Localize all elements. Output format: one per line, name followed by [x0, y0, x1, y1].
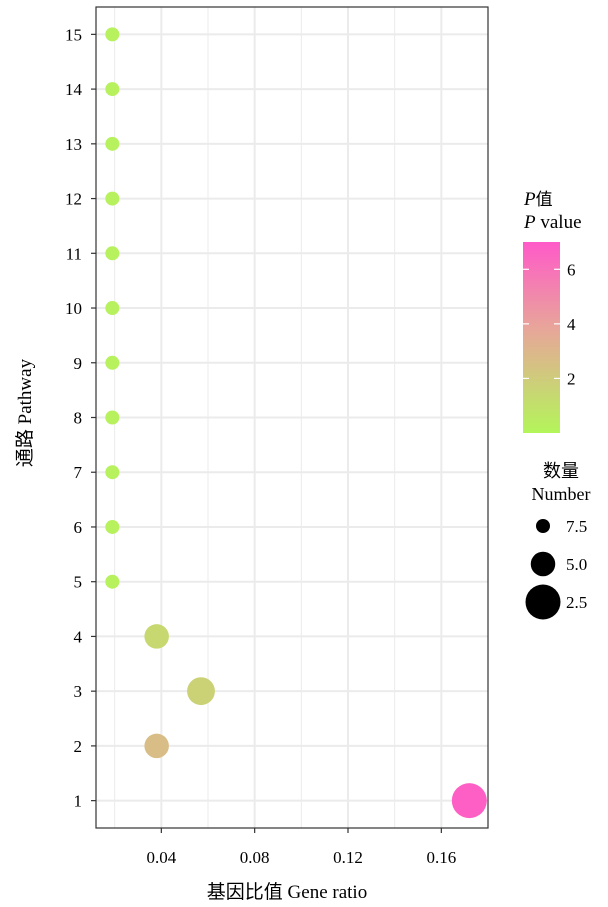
- data-point-pathway-12: [105, 191, 120, 206]
- size-legend-circle: [525, 584, 561, 620]
- data-point-pathway-5: [105, 574, 120, 589]
- y-tick-label: 12: [65, 190, 82, 209]
- data-point-pathway-7: [105, 465, 120, 480]
- y-tick-label: 1: [74, 792, 83, 811]
- color-legend-title-italic-2: P: [523, 212, 536, 233]
- size-legend-title-line2: Number: [532, 484, 591, 504]
- color-bar-tick-label: 4: [567, 315, 576, 334]
- y-tick-label: 8: [74, 409, 83, 428]
- color-legend-title-italic-1: P: [523, 189, 536, 210]
- color-legend-title-rest-1: 值: [536, 190, 553, 210]
- y-tick-label: 2: [74, 737, 83, 756]
- y-tick-label: 14: [65, 80, 83, 99]
- color-bar-tick-label: 2: [567, 369, 576, 388]
- size-legend-label: 7.5: [566, 517, 587, 536]
- data-point-pathway-6: [105, 519, 120, 534]
- color-legend-title-rest-2: value: [536, 212, 582, 233]
- y-tick-label: 13: [65, 135, 82, 154]
- y-tick-label: 6: [74, 518, 83, 537]
- size-legend-label: 5.0: [566, 555, 587, 574]
- size-legend-circle: [536, 519, 550, 533]
- y-tick-label: 15: [65, 25, 82, 44]
- color-legend: P值 P value 2 4 6: [523, 189, 582, 433]
- data-point-pathway-13: [105, 136, 120, 151]
- x-axis-ticks: 0.04 0.08 0.12 0.16: [146, 828, 456, 867]
- color-bar: [523, 242, 560, 433]
- color-bar-tick-label: 6: [567, 260, 576, 279]
- size-legend-entries: 7.5 5.0 2.5: [525, 517, 587, 620]
- y-tick-label: 3: [74, 682, 83, 701]
- color-bar-ticks: 2 4 6: [523, 260, 576, 388]
- data-point-pathway-2: [144, 733, 169, 759]
- data-point-pathway-11: [105, 246, 120, 261]
- y-axis-title: 通路 Pathway: [14, 358, 36, 467]
- data-points: [105, 27, 487, 819]
- x-tick-label: 0.04: [146, 848, 176, 867]
- size-legend: 数量 Number 7.5 5.0 2.5: [525, 461, 591, 620]
- y-tick-label: 7: [74, 463, 83, 482]
- y-tick-label: 10: [65, 299, 82, 318]
- data-point-pathway-10: [105, 301, 120, 316]
- size-legend-title-line1: 数量: [543, 461, 579, 482]
- y-tick-label: 5: [74, 573, 83, 592]
- data-point-pathway-3: [187, 677, 215, 706]
- size-legend-circle: [530, 551, 556, 577]
- color-legend-title-line1: P值: [523, 189, 553, 210]
- x-tick-label: 0.16: [426, 848, 456, 867]
- y-tick-label: 4: [74, 627, 83, 646]
- y-tick-label: 9: [74, 354, 83, 373]
- data-point-pathway-4: [144, 624, 169, 649]
- color-legend-title-line2: P value: [523, 212, 582, 233]
- data-point-pathway-1: [451, 783, 487, 819]
- x-tick-label: 0.08: [240, 848, 270, 867]
- data-point-pathway-15: [105, 27, 120, 42]
- y-tick-label: 11: [66, 244, 82, 263]
- x-tick-label: 0.12: [333, 848, 363, 867]
- size-legend-label: 2.5: [566, 593, 587, 612]
- data-point-pathway-9: [105, 355, 120, 370]
- data-point-pathway-8: [105, 410, 120, 425]
- x-axis-title: 基因比值 Gene ratio: [207, 881, 367, 903]
- data-point-pathway-14: [105, 82, 120, 97]
